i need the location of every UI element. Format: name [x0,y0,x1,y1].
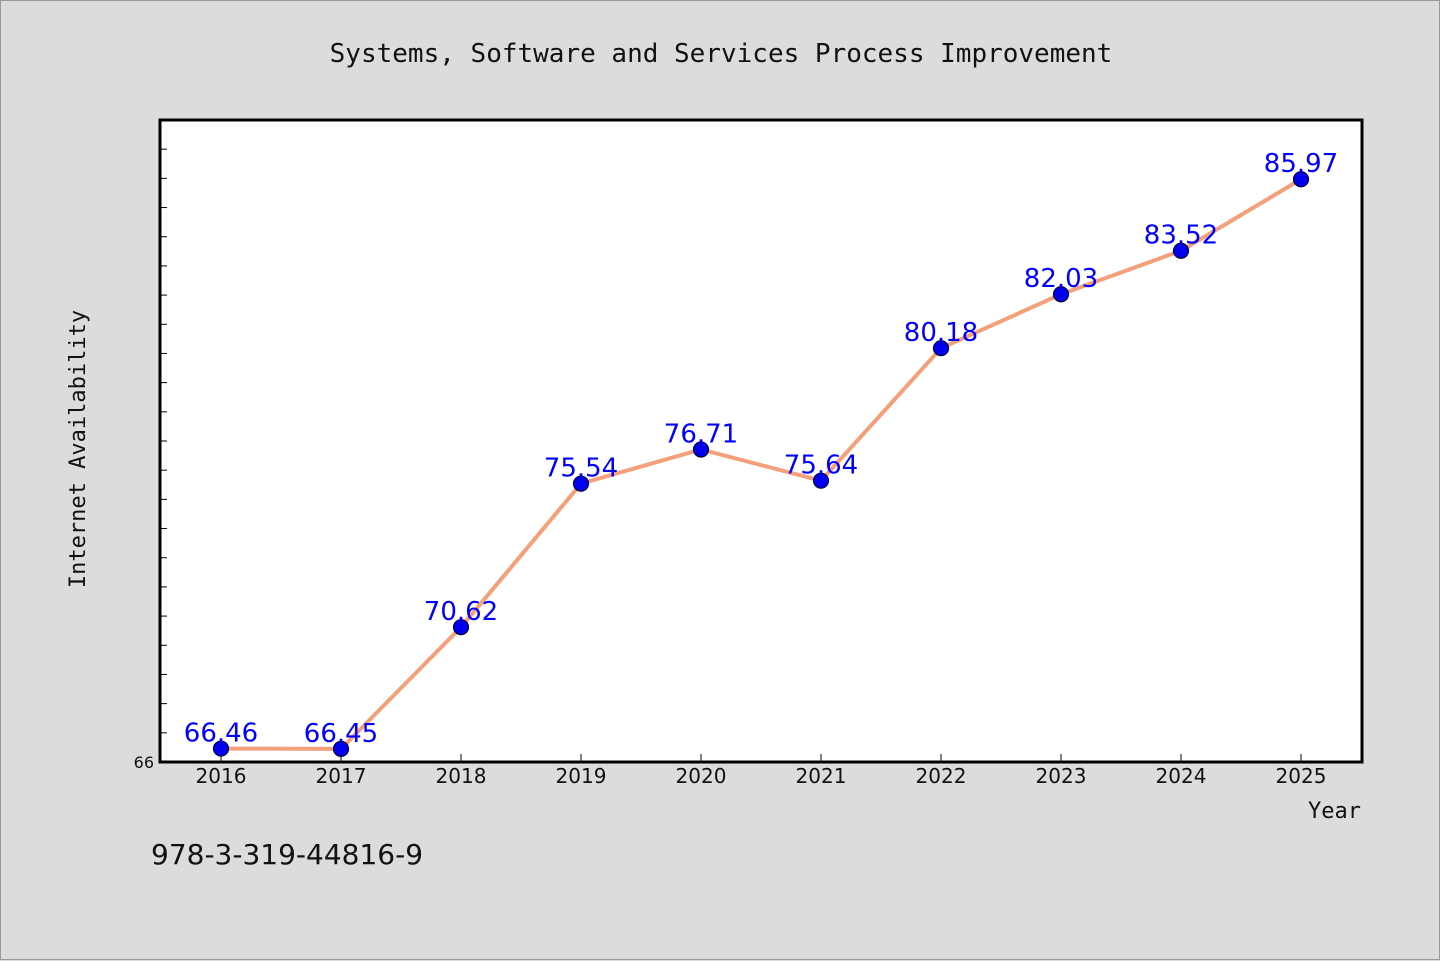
x-tick-label: 2019 [556,764,607,788]
x-tick-label: 2016 [196,764,247,788]
data-point [692,441,710,458]
data-label: 82.03 [1024,264,1098,294]
x-tick-label: 2021 [796,764,847,788]
data-label: 75.64 [784,451,858,481]
data-point [1292,171,1310,188]
data-point [1172,242,1190,259]
data-point [1052,286,1070,303]
y-axis-title: Internet Availability [66,310,91,588]
data-point [332,740,350,757]
data-label: 80.18 [904,318,978,348]
isbn-text: 978-3-319-44816-9 [151,838,423,871]
x-tick-label: 2022 [916,764,967,788]
data-label: 85.97 [1264,149,1338,179]
y-axis: 66 [134,148,167,772]
data-point [932,340,950,357]
data-point [812,472,830,489]
data-point [212,740,230,757]
series-line [220,177,1303,751]
x-tick-label: 2025 [1276,764,1327,788]
y-tick-label: 66 [134,753,154,772]
series-line-group [220,177,1303,751]
x-tick-label: 2017 [316,764,367,788]
plot-area [158,118,1364,764]
data-point [572,475,590,492]
data-label: 76.71 [664,419,738,449]
x-tick-label: 2024 [1156,764,1207,788]
data-label: 83.52 [1144,221,1218,251]
data-labels: 66.46 66.45 70.62 75.54 76.71 75.64 80.18 82.03… [184,149,1338,749]
data-label: 66.46 [184,719,258,749]
x-tick-label: 2023 [1036,764,1087,788]
x-axis: 2016 2017 2018 2019 2020 2021 2022 2023 2024 2025 [196,754,1327,788]
x-tick-label: 2018 [436,764,487,788]
data-label: 66.45 [304,719,378,749]
chart-title: Systems, Software and Services Process I… [330,39,1113,69]
x-tick-label: 2020 [676,764,727,788]
x-axis-title: Year [1308,799,1361,824]
data-point [452,619,470,636]
data-label: 75.54 [544,454,618,484]
data-points [212,171,1310,757]
data-label: 70.62 [424,597,498,627]
